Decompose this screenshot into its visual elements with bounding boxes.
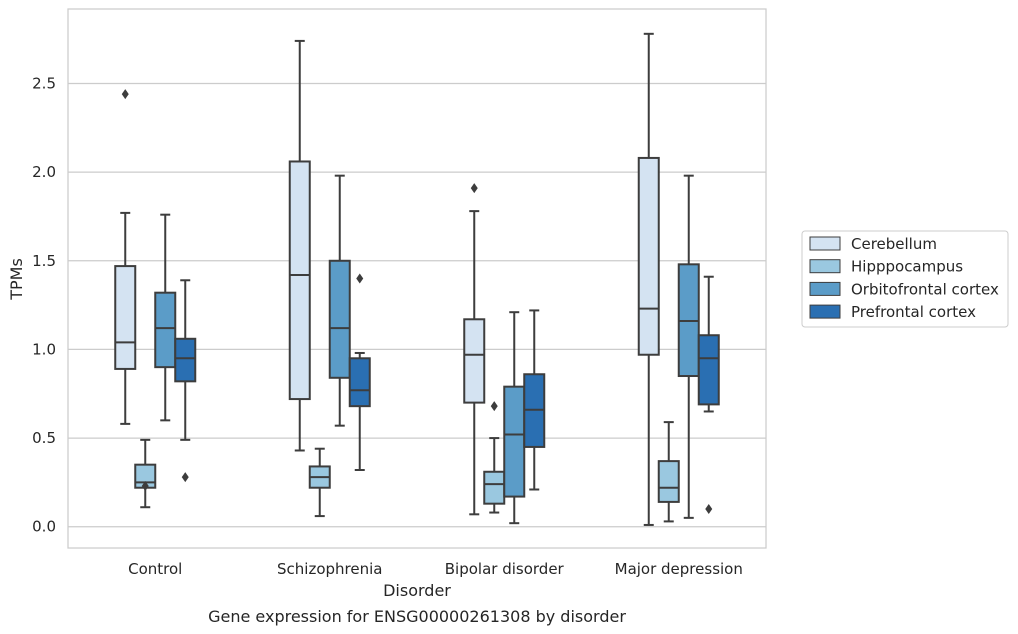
legend-swatch [809, 304, 841, 319]
box [697, 334, 720, 406]
y-tick-label: 0.0 [32, 518, 56, 536]
box-series [114, 32, 720, 526]
box [154, 291, 177, 369]
legend: Cerebellum Hipppocampus Orbitofrontal cort… [801, 230, 1009, 328]
box [348, 357, 371, 408]
x-tick-label: Control [128, 560, 182, 578]
series-prefrontal-cortex [174, 273, 720, 514]
box [657, 460, 680, 503]
legend-label: Cerebellum [851, 235, 937, 253]
y-tick-labels: 0.0 0.5 1.0 1.5 2.0 2.5 [32, 74, 56, 535]
x-tick-label: Schizophrenia [277, 560, 382, 578]
series-cerebellum [114, 32, 660, 526]
x-tick-label: Major depression [615, 560, 743, 578]
box [328, 259, 351, 379]
series-hipppocampus [134, 401, 680, 523]
y-axis-title: TPMs [7, 258, 26, 301]
outlier-point [141, 480, 149, 491]
box [174, 337, 197, 383]
box [288, 160, 311, 401]
outlier-point [705, 503, 713, 514]
legend-label: Orbitofrontal cortex [851, 280, 999, 298]
outlier-point [121, 89, 129, 100]
x-axis-title: Disorder [383, 581, 451, 600]
y-tick-label: 2.0 [32, 163, 56, 181]
box [637, 156, 660, 356]
x-tick-label: Bipolar disorder [445, 560, 565, 578]
legend-label: Hipppocampus [851, 258, 963, 276]
y-tick-label: 1.0 [32, 340, 56, 358]
outlier-point [490, 401, 498, 412]
chart-caption: Gene expression for ENSG00000261308 by d… [208, 607, 626, 626]
box [483, 470, 506, 505]
legend-frame [801, 230, 1009, 328]
y-tick-label: 0.5 [32, 429, 56, 447]
legend-swatch [809, 281, 841, 296]
outlier-point [470, 183, 478, 194]
y-tick-label: 2.5 [32, 74, 56, 92]
legend-swatch [809, 259, 841, 274]
box [114, 265, 137, 370]
outlier-point [181, 472, 189, 483]
y-tick-label: 1.5 [32, 252, 56, 270]
box [503, 385, 526, 498]
box [463, 318, 486, 404]
outlier-point [356, 273, 364, 284]
legend-swatch [809, 236, 841, 251]
x-tick-labels: Control Schizophrenia Bipolar disorder Majo… [128, 560, 743, 578]
legend-label: Prefrontal cortex [851, 303, 976, 321]
